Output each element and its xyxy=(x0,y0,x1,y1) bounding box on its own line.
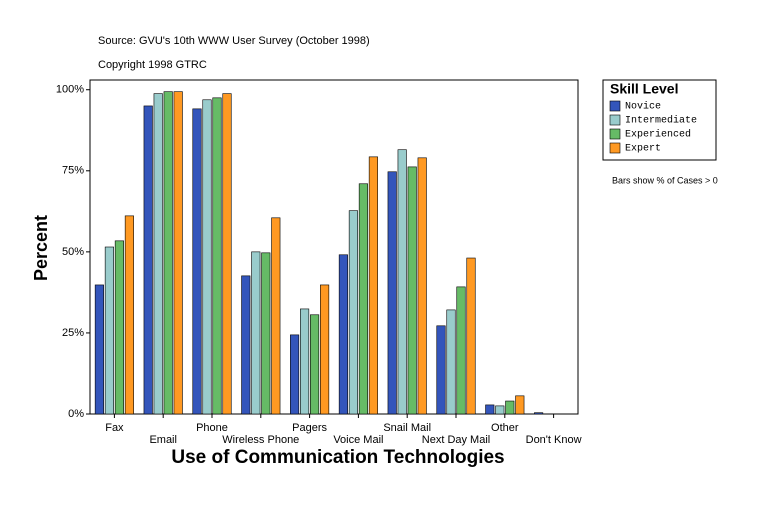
bar xyxy=(153,93,163,415)
y-tick-label: 0% xyxy=(68,408,84,420)
bar xyxy=(485,404,495,415)
bar xyxy=(495,405,505,415)
y-tick-label: 50% xyxy=(62,246,84,258)
legend-box xyxy=(602,79,717,161)
legend-swatch xyxy=(609,128,621,140)
legend-swatch xyxy=(609,100,621,112)
bar xyxy=(358,183,368,415)
bar xyxy=(368,156,378,415)
bar xyxy=(320,284,330,415)
bar xyxy=(202,99,212,415)
x-tick-label: Email xyxy=(149,434,177,446)
annotation: Bars show % of Cases > 0 xyxy=(612,175,718,185)
x-tick-label: Next Day Mail xyxy=(422,434,490,446)
bar xyxy=(222,93,232,415)
x-tick-label: Phone xyxy=(196,422,228,434)
bar xyxy=(290,334,300,415)
x-axis-title: Use of Communication Technologies xyxy=(171,447,504,468)
bar xyxy=(407,166,417,415)
bar xyxy=(173,91,183,415)
bar xyxy=(338,254,348,415)
bar xyxy=(436,325,446,415)
legend-label: Intermediate xyxy=(625,115,697,127)
x-tick-label: Wireless Phone xyxy=(222,434,299,446)
y-tick-label: 100% xyxy=(56,84,84,96)
bar xyxy=(446,309,456,415)
bar xyxy=(515,395,525,415)
bar xyxy=(387,171,397,415)
x-tick-label: Fax xyxy=(105,422,124,434)
x-tick-label: Pagers xyxy=(292,422,327,434)
bar xyxy=(271,217,281,415)
bar xyxy=(114,240,124,415)
bar xyxy=(417,157,427,415)
legend-label: Experienced xyxy=(625,129,691,141)
legend-swatch xyxy=(609,142,621,154)
chart-subtitle: Copyright 1998 GTRC xyxy=(98,59,207,71)
bar xyxy=(104,246,114,415)
x-tick-label: Voice Mail xyxy=(333,434,383,446)
chart-title: Source: GVU's 10th WWW User Survey (Octo… xyxy=(98,35,370,47)
bar xyxy=(192,108,202,415)
bar xyxy=(163,91,173,415)
bar xyxy=(212,97,222,415)
bar xyxy=(466,257,476,415)
legend-label: Expert xyxy=(625,144,661,155)
bar xyxy=(241,275,251,415)
bar xyxy=(94,284,104,415)
bar xyxy=(456,286,466,415)
x-tick-label: Don't Know xyxy=(526,434,582,446)
bar xyxy=(310,314,320,415)
bar xyxy=(348,210,358,415)
bar xyxy=(300,308,310,415)
bar xyxy=(143,105,153,415)
bar xyxy=(124,215,134,415)
y-tick-label: 75% xyxy=(62,165,84,177)
x-tick-label: Other xyxy=(491,422,519,434)
bar xyxy=(534,412,544,415)
x-tick-label: Snail Mail xyxy=(383,422,431,434)
y-axis-title: Percent xyxy=(31,215,51,281)
plot-frame xyxy=(89,79,579,415)
legend-title: Skill Level xyxy=(610,81,678,97)
y-tick-label: 25% xyxy=(62,327,84,339)
bar xyxy=(505,400,515,415)
bar xyxy=(397,149,407,415)
legend-label: Novice xyxy=(625,101,661,113)
bar xyxy=(251,251,261,415)
bar xyxy=(261,252,271,415)
legend-swatch xyxy=(609,114,621,126)
